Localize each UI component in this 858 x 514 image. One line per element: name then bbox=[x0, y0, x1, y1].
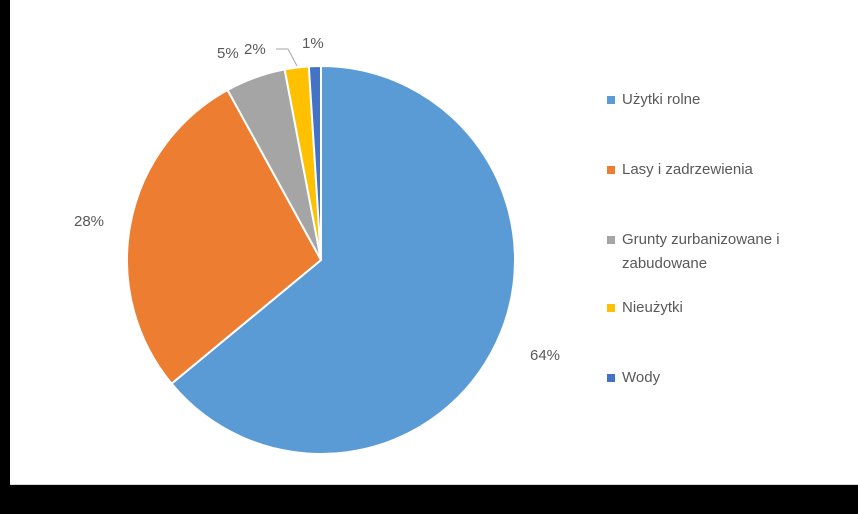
legend-item-nieuzytki[interactable]: Nieużytki bbox=[607, 296, 832, 320]
legend-swatch bbox=[607, 96, 615, 104]
pie-chart: 64% 28% 5% 2% 1% bbox=[74, 35, 560, 455]
legend-label: Nieużytki bbox=[622, 299, 683, 316]
data-label-1: 64% bbox=[530, 347, 560, 364]
legend-item-uzytki-rolne[interactable]: Użytki rolne bbox=[607, 88, 832, 112]
legend-swatch bbox=[607, 374, 615, 382]
data-label-4: 2% bbox=[244, 41, 266, 58]
legend-label: Użytki rolne bbox=[622, 91, 701, 108]
leader-line bbox=[276, 48, 298, 67]
legend-swatch bbox=[607, 166, 615, 174]
legend-label: Wody bbox=[622, 369, 661, 386]
legend-item-grunty[interactable]: Grunty zurbanizowane i zabudowane bbox=[607, 228, 832, 276]
data-label-2: 28% bbox=[74, 213, 104, 230]
legend-label: Grunty zurbanizowane i zabudowane bbox=[622, 231, 780, 272]
legend-item-lasy[interactable]: Lasy i zadrzewienia bbox=[607, 158, 832, 182]
data-labels: 64% 28% 5% 2% 1% bbox=[74, 35, 560, 364]
data-label-5: 1% bbox=[302, 35, 324, 52]
pie-slices bbox=[126, 64, 516, 455]
data-label-3: 5% bbox=[217, 45, 239, 62]
pie-slice-1[interactable] bbox=[170, 64, 516, 455]
legend-item-wody[interactable]: Wody bbox=[607, 366, 832, 390]
legend-label: Lasy i zadrzewienia bbox=[622, 161, 753, 178]
legend-swatch bbox=[607, 236, 615, 244]
pie-slice-5[interactable] bbox=[307, 64, 322, 261]
chart-area: 64% 28% 5% 2% 1% Użytki rolne Lasy i zadrzew… bbox=[10, 0, 858, 485]
legend-swatch bbox=[607, 304, 615, 312]
pie-slice-2[interactable] bbox=[126, 88, 323, 386]
